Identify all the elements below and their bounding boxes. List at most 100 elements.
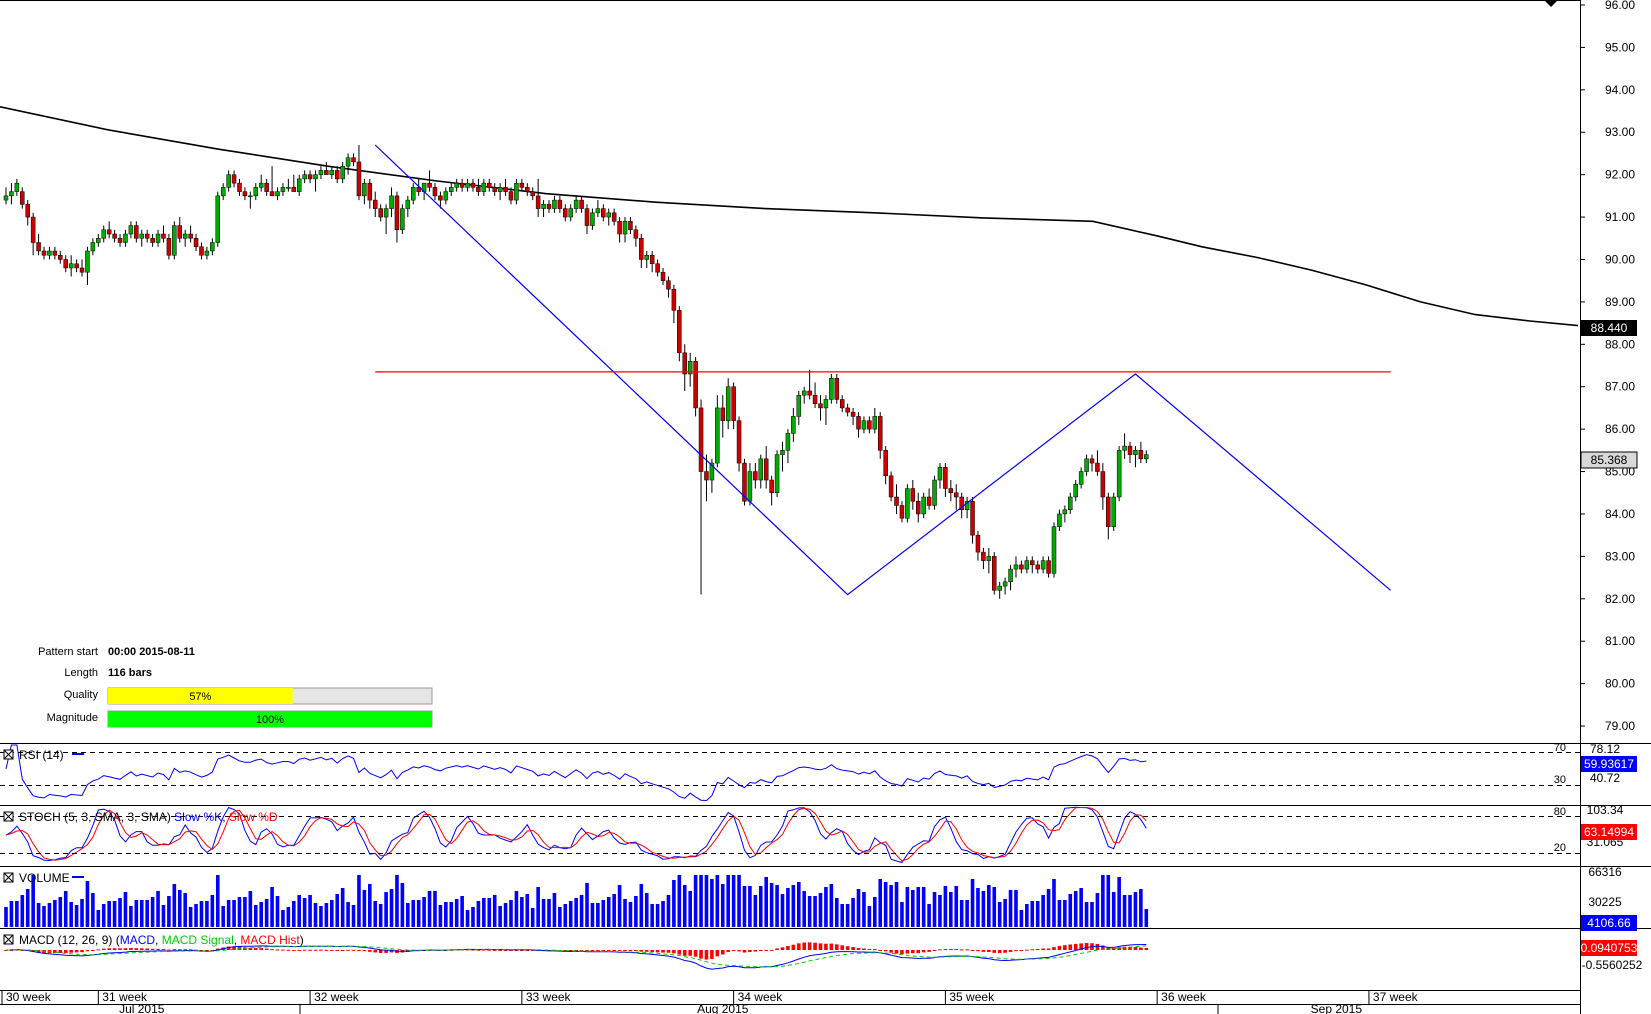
- candle-body: [856, 416, 861, 430]
- macd-hist-bar: [677, 950, 682, 955]
- volume-bar: [482, 898, 486, 927]
- macd-hist-bar: [623, 950, 627, 951]
- candle-body: [774, 454, 780, 494]
- candle-body: [188, 233, 193, 239]
- macd-hist-bar: [856, 948, 861, 950]
- macd-hist-bar: [487, 949, 492, 951]
- volume-bar: [748, 886, 752, 927]
- candle-body: [552, 199, 557, 209]
- candle-body: [649, 254, 655, 264]
- macd-hist-bar: [226, 946, 231, 950]
- volume-bar: [215, 875, 220, 927]
- volume-bar: [438, 905, 443, 927]
- price-tick-label: 87.00: [1605, 380, 1635, 394]
- macd-hist-bar: [704, 950, 709, 960]
- volume-bar: [4, 907, 8, 927]
- candle-body: [943, 467, 948, 489]
- macd-hist-bar: [259, 948, 264, 950]
- candle-body: [25, 204, 30, 218]
- volume-bar: [20, 895, 25, 927]
- candle-body: [492, 187, 497, 192]
- stoch-k-name: Slow %K: [174, 810, 222, 824]
- macd-hist-bar: [813, 942, 817, 950]
- candle-body: [796, 394, 802, 417]
- macd-hist-bar: [123, 948, 128, 950]
- volume-bar: [699, 875, 703, 927]
- week-label: 34 week: [738, 990, 784, 1004]
- candle-body: [340, 165, 345, 180]
- volume-bar: [1144, 909, 1149, 927]
- macd-hist-bar: [156, 948, 160, 950]
- week-label: 31 week: [102, 990, 148, 1004]
- volume-bar: [650, 904, 654, 927]
- macd-hist-bar: [1063, 945, 1067, 950]
- volume-bar: [427, 891, 432, 927]
- macd-hist-bar: [959, 949, 964, 951]
- volume-bar: [585, 883, 589, 927]
- volume-bar: [1101, 875, 1105, 927]
- macd-title-prefix: MACD (12, 26, 9): [19, 933, 116, 947]
- pattern-info-box: Pattern start 00:00 2015-08-11 Length 11…: [38, 646, 433, 728]
- volume-bar: [503, 903, 508, 927]
- macd-hist-bar: [96, 949, 101, 951]
- volume-bar: [335, 894, 340, 927]
- volume-bar: [1090, 902, 1094, 927]
- macd-hist-bar: [927, 950, 931, 952]
- price-tick-label: 83.00: [1605, 549, 1635, 563]
- stoch-level-20: 20: [1554, 842, 1566, 854]
- candle-body: [47, 250, 52, 256]
- macd-hist-bar: [938, 949, 942, 951]
- macd-hist-bar: [720, 950, 725, 955]
- candle-body: [286, 187, 291, 189]
- volume-bar: [791, 885, 796, 927]
- rsi-last-value: 59.93617: [1584, 757, 1634, 771]
- volume-bar: [672, 880, 676, 927]
- candle-body: [139, 233, 144, 239]
- candle-body: [427, 182, 432, 188]
- macd-hist-bar: [867, 949, 872, 951]
- candle-body: [584, 208, 590, 226]
- macd-hist-bar: [748, 950, 752, 952]
- candle-body: [905, 488, 910, 519]
- candle-body: [291, 187, 297, 192]
- macd-hist-bar: [900, 950, 904, 955]
- volume-bar: [965, 900, 969, 927]
- volume-bar: [161, 905, 166, 927]
- volume-bar: [253, 905, 258, 927]
- macd-hist-bar: [786, 946, 790, 950]
- candle-body: [134, 225, 139, 239]
- volume-bar: [492, 895, 497, 927]
- volume-bar: [775, 885, 779, 927]
- volume-bar: [129, 906, 133, 927]
- macd-hist-bar: [862, 948, 866, 950]
- candle-body: [96, 238, 101, 243]
- magnitude-bar-fill: [108, 711, 432, 727]
- volume-bar: [840, 904, 845, 927]
- week-label: 37 week: [1373, 990, 1419, 1004]
- candle-body: [1127, 445, 1133, 455]
- volume-bar: [579, 895, 584, 927]
- candle-body: [981, 551, 986, 561]
- volume-bar: [395, 875, 399, 927]
- candle-body: [725, 386, 731, 421]
- volume-bar: [1128, 895, 1132, 927]
- rsi-panel: RSI (14) 70 30 78.12 40.72 59.93617: [0, 742, 1637, 802]
- macd-hist-bar: [644, 950, 649, 952]
- macd-hist-bar: [916, 950, 921, 954]
- candle-body: [237, 182, 242, 192]
- macd-hist-bar: [514, 950, 519, 951]
- macd-hist-bar: [1057, 945, 1062, 950]
- candle-body: [101, 229, 106, 239]
- volume-bar: [368, 884, 372, 927]
- macd-hist-bar: [340, 950, 345, 951]
- candle-body: [709, 462, 715, 481]
- macd-hist-bar: [150, 948, 155, 950]
- macd-hist-bar: [954, 949, 959, 951]
- last-price-box: 85.368: [1580, 451, 1638, 469]
- volume-bar: [63, 891, 68, 927]
- volume-bar: [188, 907, 193, 927]
- candle-body: [1089, 458, 1095, 464]
- stoch-d-name: Slow %D: [229, 810, 278, 824]
- rsi-path: [5, 744, 1147, 802]
- volume-bar: [970, 879, 975, 927]
